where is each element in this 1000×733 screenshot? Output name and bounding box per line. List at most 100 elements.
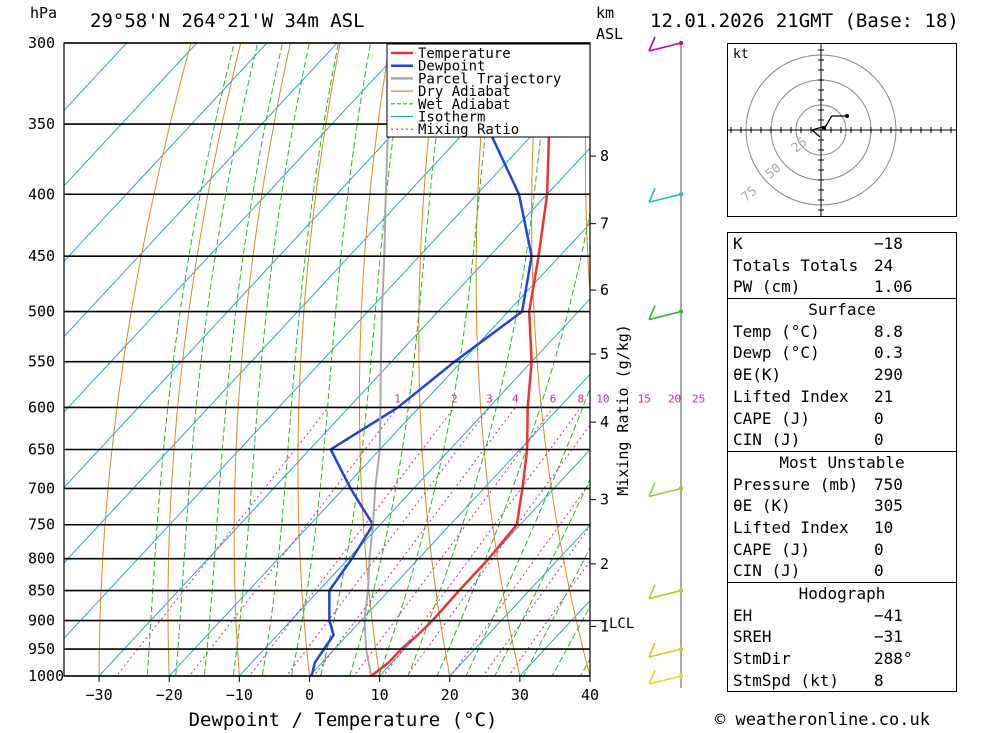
wind-barb-shaft <box>648 648 682 658</box>
mixing-ratio-line <box>382 407 582 676</box>
mixing-ratio-label: 4 <box>512 392 519 405</box>
legend-entry-label: Dewpoint <box>418 59 485 75</box>
general-indices: K −18 Totals Totals 24 PW (cm) 1.06 <box>728 233 956 298</box>
dry-adiabat-line <box>475 43 521 676</box>
isotherm-line <box>308 373 590 676</box>
chart-axes: −30 −20 −10 0 10 20 30 40 <box>63 42 599 704</box>
mixing-ratio-line <box>188 407 398 676</box>
dry-adiabat-line <box>167 43 242 676</box>
x-tick-label: −20 <box>156 686 183 704</box>
hodograph-point <box>845 114 849 118</box>
legend-entry-label: Isotherm <box>418 110 485 126</box>
pressure-tick-label: 950 <box>28 640 55 658</box>
wet-adiabat-line <box>551 605 590 676</box>
mixing-ratio-line <box>285 407 490 676</box>
hodograph-row: EH −41 <box>733 605 903 625</box>
plot-frame <box>63 42 591 677</box>
pressure-tick-label: 450 <box>28 247 55 265</box>
pressure-tick-label: 700 <box>28 479 55 497</box>
isotherm-line <box>64 43 268 262</box>
most-unstable-row: CIN (J) 0 <box>733 561 884 581</box>
wet-adiabat-line <box>494 478 590 676</box>
wind-profile <box>648 36 684 688</box>
most-unstable-row: CAPE (J) 0 <box>733 539 884 559</box>
surface-row: CAPE (J) 0 <box>733 408 884 428</box>
legend-entry-label: Dry Adiabat <box>418 84 511 100</box>
mixing-ratio-labels: 1 2 3 4 6 8 10 15 20 25 <box>394 392 705 405</box>
isotherm-line <box>64 43 478 489</box>
mixing-ratio-label: 25 <box>692 392 705 405</box>
hodograph-row: StmSpd (kt) 8 <box>733 670 884 690</box>
lcl-label: LCL <box>609 616 634 632</box>
wet-adiabat-line <box>175 43 259 676</box>
x-axis-label: Dewpoint / Temperature (°C) <box>189 709 498 731</box>
isotherm-line <box>238 298 590 676</box>
isotherm-line <box>64 43 548 564</box>
mixing-ratio-label: 6 <box>550 392 557 405</box>
legend-entry-label: Wet Adiabat <box>418 97 511 113</box>
wet-adiabat-line <box>319 43 408 676</box>
pressure-tick-label: 550 <box>28 353 55 371</box>
pressure-tick-label: 650 <box>28 441 55 459</box>
wind-barb-dot <box>678 588 684 593</box>
wet-adiabat-line <box>261 43 339 676</box>
hodograph-trace <box>810 115 847 138</box>
credit-link[interactable]: © weatheronline.co.uk <box>715 710 930 730</box>
x-tick-label: 10 <box>371 686 389 704</box>
wet-adiabat-line <box>407 43 551 676</box>
dry-adiabat-line <box>638 43 740 702</box>
pressure-tick-label: 750 <box>28 516 55 534</box>
legend-entry-label: Mixing Ratio <box>418 122 519 138</box>
wet-adiabat-line <box>378 43 496 676</box>
hodograph-storm-motion <box>822 126 826 130</box>
surface-row: θE(K) 290 <box>733 365 903 385</box>
wet-adiabat-line <box>146 43 235 676</box>
altitude-tick-label: 6 <box>600 281 609 299</box>
pressure-tick-label: 850 <box>28 582 55 600</box>
x-tick-label: 40 <box>581 686 599 704</box>
wind-barb-flag <box>648 36 656 52</box>
mixing-ratio-label: 20 <box>668 392 681 405</box>
wet-adiabat-line <box>465 387 590 676</box>
hodograph-ring-label-25: 25 <box>789 135 811 157</box>
mixing-ratio-line <box>313 407 516 676</box>
mixing-ratio-label: 1 <box>394 392 401 405</box>
wind-barb-dot <box>678 309 684 314</box>
pressure-tick-label: 900 <box>28 612 55 630</box>
mixing-ratio-label: 8 <box>577 392 584 405</box>
x-tick-label: 20 <box>441 686 459 704</box>
isotherm-line <box>64 43 338 338</box>
mixing-ratio-axis-label: Mixing Ratio (g/kg) <box>614 324 632 496</box>
altitude-tick-label: 1 <box>600 617 609 635</box>
wind-barb-flag <box>648 642 656 658</box>
altitude-axis: 8 7 6 5 4 3 2 1 <box>590 147 609 635</box>
wet-adiabat-line <box>349 43 449 676</box>
isotherm-line <box>64 43 128 112</box>
isotherm-line <box>449 524 590 676</box>
hodograph-row: SREH −31 <box>733 627 903 647</box>
x-tick-label: −10 <box>226 686 253 704</box>
legend-box <box>386 43 591 138</box>
wind-barb-shaft <box>648 675 682 685</box>
isotherm-line <box>168 222 590 676</box>
isotherm-line <box>64 43 408 413</box>
most-unstable-row: θE (K) 305 <box>733 496 903 516</box>
mixing-ratio-line <box>248 407 455 676</box>
surface-title: Surface <box>808 300 876 320</box>
x-tick-label: 30 <box>511 686 529 704</box>
dry-adiabat-line <box>297 43 341 676</box>
surface-row: Dewp (°C) 0.3 <box>733 343 903 363</box>
mixing-ratio-line <box>450 481 590 676</box>
wind-barb-shaft <box>648 193 682 204</box>
index-row-totals: Totals Totals 24 <box>733 255 894 275</box>
altitude-tick-label: 3 <box>600 491 609 509</box>
wind-barb-shaft <box>648 42 682 52</box>
wind-barb-shaft <box>648 310 682 321</box>
hodograph-ring-label-75: 75 <box>739 184 761 206</box>
datetime-title: 12.01.2026 21GMT (Base: 18) <box>650 10 959 32</box>
wind-barb-dot <box>678 646 684 652</box>
altitude-tick-label: 8 <box>600 147 609 165</box>
wind-barb-dot <box>678 673 684 679</box>
